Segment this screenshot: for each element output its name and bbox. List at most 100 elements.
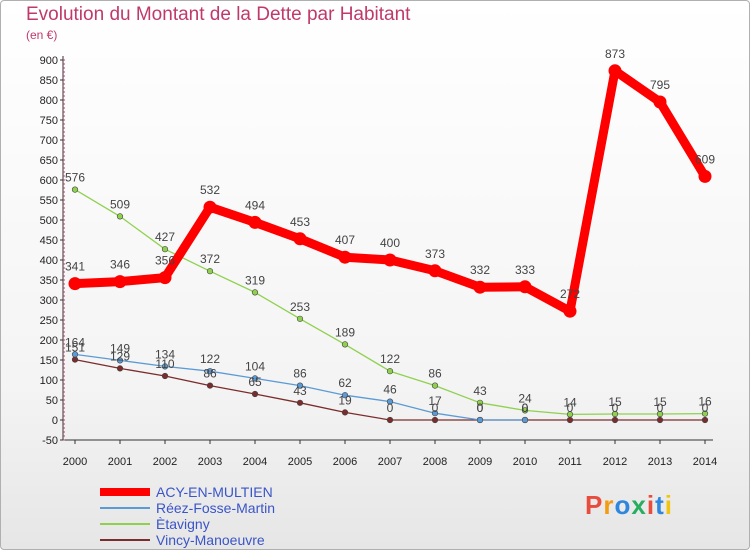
data-point — [116, 213, 124, 220]
data-label: 427 — [155, 230, 175, 244]
data-point — [338, 250, 352, 264]
y-tick-label: 100 — [40, 375, 58, 387]
data-label: 373 — [425, 247, 445, 261]
data-point — [428, 264, 442, 278]
y-tick-label: 200 — [40, 335, 58, 347]
data-point — [161, 246, 169, 253]
y-tick-label: 600 — [40, 175, 58, 187]
x-tick-label: 2010 — [513, 456, 537, 468]
data-point — [206, 382, 214, 389]
data-label: 46 — [383, 383, 397, 397]
data-point — [656, 416, 664, 424]
data-point — [701, 410, 709, 417]
x-tick-label: 2007 — [378, 456, 402, 468]
data-point — [518, 280, 532, 294]
data-label: 0 — [477, 401, 484, 415]
y-tick-label: 450 — [40, 235, 58, 247]
data-point — [71, 351, 79, 358]
data-point — [341, 409, 349, 416]
data-point — [248, 215, 262, 229]
data-point — [521, 407, 529, 414]
data-point — [71, 356, 79, 363]
data-point — [608, 64, 622, 78]
data-label: 122 — [200, 352, 220, 366]
legend-label: Ètavigny — [156, 516, 210, 532]
data-point — [473, 280, 487, 294]
data-point — [611, 416, 619, 424]
legend-swatch — [100, 539, 150, 541]
data-point — [296, 382, 304, 389]
x-tick-label: 2012 — [603, 456, 627, 468]
data-label: 0 — [387, 401, 394, 415]
data-point — [701, 416, 709, 424]
data-point — [566, 416, 574, 424]
data-point — [161, 372, 169, 380]
data-label: 14 — [563, 395, 577, 409]
data-point — [431, 410, 439, 417]
y-tick-label: 400 — [40, 255, 58, 267]
data-label: 65 — [248, 375, 262, 389]
data-point — [341, 392, 349, 399]
data-label: 576 — [65, 171, 85, 185]
data-label: 43 — [293, 384, 307, 398]
data-label: 532 — [200, 183, 220, 197]
data-point — [158, 271, 172, 285]
legend-swatch — [100, 488, 150, 496]
series-line — [74, 188, 706, 416]
x-tick-label: 2009 — [468, 456, 492, 468]
data-point — [431, 382, 439, 389]
data-label: 253 — [290, 300, 310, 314]
data-label: 164 — [65, 335, 85, 349]
data-point — [476, 416, 484, 424]
y-tick-label: 0 — [52, 415, 58, 427]
y-tick-label: -50 — [42, 435, 58, 447]
data-point — [563, 304, 577, 318]
data-point — [161, 363, 169, 370]
y-tick-label: 500 — [40, 215, 58, 227]
x-tick-label: 2008 — [423, 456, 447, 468]
data-point — [113, 275, 127, 289]
data-point — [203, 200, 217, 214]
y-tick-label: 150 — [40, 355, 58, 367]
data-point — [251, 375, 259, 382]
data-label: 189 — [335, 325, 355, 339]
data-label: 15 — [653, 395, 667, 409]
x-tick-label: 2014 — [693, 456, 717, 468]
data-point — [476, 399, 484, 406]
y-tick-label: 850 — [40, 75, 58, 87]
data-label: 319 — [245, 273, 265, 287]
data-point — [251, 289, 259, 296]
x-tick-label: 2001 — [108, 456, 132, 468]
data-label: 16 — [698, 395, 712, 409]
legend-swatch — [100, 523, 150, 525]
x-tick-label: 2006 — [333, 456, 357, 468]
data-point — [251, 390, 259, 398]
data-label: 400 — [380, 236, 400, 250]
data-label: 110 — [155, 357, 174, 371]
data-point — [293, 232, 307, 246]
data-label: 149 — [110, 341, 130, 355]
data-label: 0 — [657, 401, 664, 415]
data-label: 43 — [473, 384, 487, 398]
data-label: 17 — [428, 394, 442, 408]
data-point — [611, 410, 619, 418]
data-point — [566, 411, 574, 418]
data-point — [383, 253, 397, 267]
data-point — [206, 268, 214, 275]
data-label: 272 — [560, 287, 580, 301]
data-label: 62 — [338, 376, 352, 390]
y-tick-label: 650 — [40, 155, 58, 167]
data-label: 0 — [612, 401, 619, 415]
data-label: 873 — [605, 47, 625, 61]
data-label: 15 — [608, 395, 622, 409]
x-tick-label: 2000 — [63, 456, 87, 468]
data-label: 609 — [695, 152, 715, 166]
data-label: 795 — [650, 78, 670, 92]
data-point — [386, 416, 394, 424]
data-point — [341, 341, 349, 348]
x-tick-label: 2005 — [288, 456, 312, 468]
data-label: 86 — [203, 367, 217, 381]
data-label: 86 — [293, 367, 307, 381]
